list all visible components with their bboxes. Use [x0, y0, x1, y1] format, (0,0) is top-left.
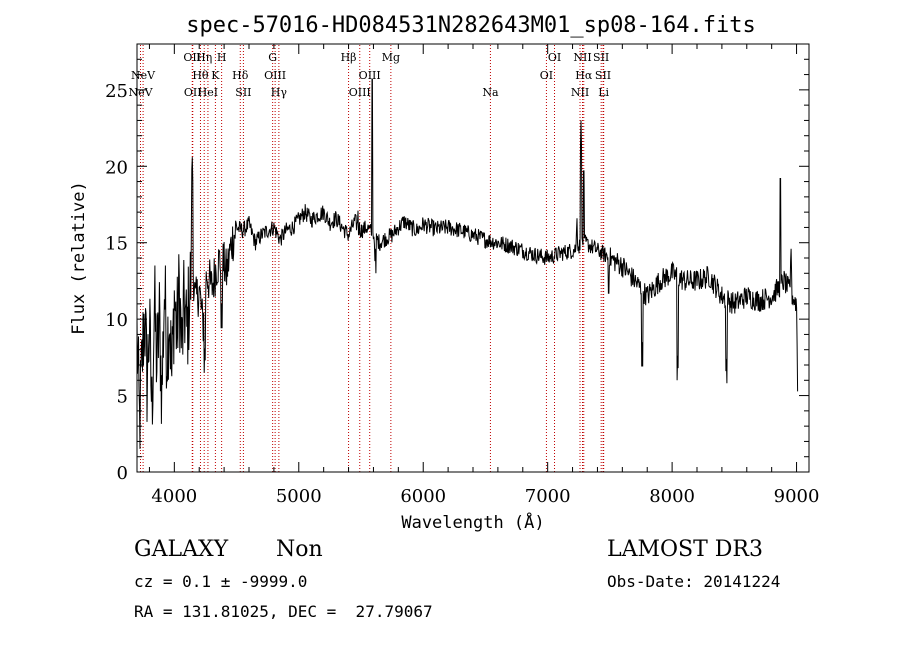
spectrum-line: [136, 78, 799, 449]
line-label-0: NeV: [128, 86, 153, 99]
spectral-line-labels: NeVNeVOIIOIIHθHηHeIKHHδSIIGOIIIHγHβOIIIO…: [128, 51, 611, 99]
line-label-21: NII: [571, 86, 589, 99]
line-label-8: H: [217, 51, 227, 64]
line-label-26: Li: [598, 86, 609, 99]
line-label-9: Hδ: [232, 69, 249, 82]
x-tick-label-1: 5000: [276, 486, 322, 507]
line-label-19: OI: [540, 69, 553, 82]
line-label-2: OII: [183, 51, 201, 64]
line-label-12: OIII: [264, 69, 286, 82]
sky-coordinates: RA = 131.81025, DEC = 27.79067: [134, 602, 433, 621]
chart-title: spec-57016-HD084531N282643M01_sp08-164.f…: [186, 13, 756, 38]
y-tick-label-2: 10: [105, 310, 128, 331]
line-label-18: Na: [482, 86, 499, 99]
y-axis: 0 5 10 15 20 25: [105, 58, 809, 484]
x-tick-label-5: 9000: [774, 486, 820, 507]
spectrum-chart: spec-57016-HD084531N282643M01_sp08-164.f…: [69, 13, 820, 533]
y-tick-label-0: 0: [117, 463, 128, 484]
line-label-11: G: [268, 51, 277, 64]
line-label-17: Mg: [382, 51, 400, 64]
observation-date: Obs-Date: 20141224: [607, 572, 781, 591]
line-label-14: Hβ: [341, 51, 357, 64]
x-tick-label-3: 7000: [525, 486, 571, 507]
line-label-24: SII: [593, 51, 609, 64]
redshift-cz: cz = 0.1 ± -9999.0: [134, 572, 308, 591]
x-tick-label-0: 4000: [151, 486, 197, 507]
x-tick-label-2: 6000: [400, 486, 446, 507]
y-tick-label-1: 5: [117, 387, 128, 408]
line-label-13: Hγ: [271, 86, 288, 99]
y-axis-label: Flux (relative): [69, 181, 89, 335]
line-label-16: OIII: [359, 69, 381, 82]
line-label-5: Hη: [196, 51, 212, 64]
line-label-6: HeI: [198, 86, 218, 99]
y-tick-label-5: 25: [105, 81, 128, 102]
line-label-22: NII: [573, 51, 591, 64]
y-tick-label-3: 15: [105, 234, 128, 255]
line-label-15: OIII: [349, 86, 371, 99]
y-tick-label-4: 20: [105, 157, 128, 178]
line-label-25: SII: [595, 69, 611, 82]
x-axis: 4000 5000 6000 7000 8000 9000: [148, 44, 820, 507]
line-label-3: OII: [184, 86, 202, 99]
line-label-4: Hθ: [192, 69, 209, 82]
object-class: GALAXY: [134, 537, 229, 562]
line-label-7: K: [211, 69, 220, 82]
line-label-1: NeV: [131, 69, 156, 82]
object-subclass: Non: [276, 537, 323, 562]
x-axis-label: Wavelength (Å): [401, 511, 544, 533]
survey-name: LAMOST DR3: [607, 537, 763, 562]
line-label-20: OI: [548, 51, 561, 64]
plot-frame: [136, 43, 810, 473]
x-tick-label-4: 8000: [649, 486, 695, 507]
line-label-10: SII: [235, 86, 251, 99]
line-label-23: Hα: [575, 69, 593, 82]
